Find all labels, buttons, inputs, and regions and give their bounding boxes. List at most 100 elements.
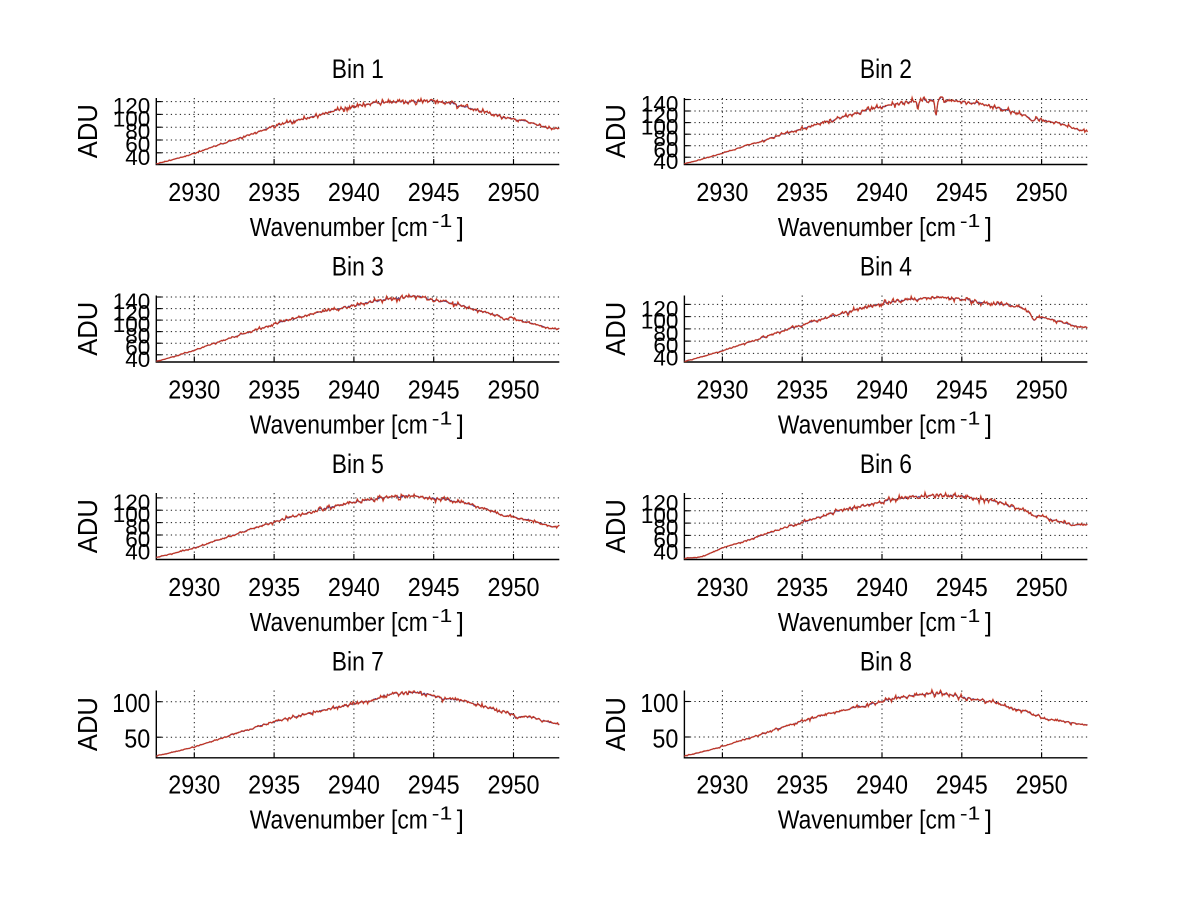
svg-text:Bin 5: Bin 5 <box>332 449 384 479</box>
svg-text:60: 60 <box>653 527 678 552</box>
svg-text:]: ] <box>457 807 464 835</box>
svg-text:140: 140 <box>113 289 151 314</box>
svg-text:80: 80 <box>125 324 150 349</box>
svg-text:60: 60 <box>125 335 150 360</box>
svg-text:ADU: ADU <box>600 104 631 158</box>
svg-text:60: 60 <box>653 333 678 358</box>
svg-text:2935: 2935 <box>248 770 300 800</box>
svg-text:2945: 2945 <box>408 770 460 800</box>
svg-text:2930: 2930 <box>696 375 748 405</box>
svg-text:Wavenumber [cm: Wavenumber [cm <box>250 214 428 242</box>
svg-text:2930: 2930 <box>168 770 220 800</box>
svg-text:120: 120 <box>641 491 679 516</box>
svg-text:-1: -1 <box>432 211 453 231</box>
svg-text:-1: -1 <box>432 409 453 429</box>
svg-text:100: 100 <box>641 503 679 528</box>
svg-text:120: 120 <box>113 94 151 119</box>
svg-text:2930: 2930 <box>696 770 748 800</box>
svg-text:2950: 2950 <box>1016 177 1068 207</box>
svg-text:-1: -1 <box>432 804 453 824</box>
svg-text:2950: 2950 <box>488 572 540 602</box>
svg-text:2950: 2950 <box>488 375 540 405</box>
svg-text:2940: 2940 <box>856 572 908 602</box>
svg-text:2935: 2935 <box>776 572 828 602</box>
svg-text:]: ] <box>457 412 464 440</box>
svg-text:2945: 2945 <box>936 177 988 207</box>
svg-text:100: 100 <box>112 690 150 718</box>
svg-text:2950: 2950 <box>1016 572 1068 602</box>
svg-text:2945: 2945 <box>408 572 460 602</box>
svg-text:Wavenumber [cm: Wavenumber [cm <box>250 412 428 440</box>
svg-text:2940: 2940 <box>856 770 908 800</box>
svg-text:2930: 2930 <box>696 572 748 602</box>
svg-text:]: ] <box>985 807 992 835</box>
svg-text:80: 80 <box>125 515 150 540</box>
svg-text:Bin 1: Bin 1 <box>332 54 384 84</box>
svg-text:100: 100 <box>640 690 678 718</box>
svg-text:Bin 2: Bin 2 <box>860 54 912 84</box>
svg-text:2930: 2930 <box>168 375 220 405</box>
svg-text:Wavenumber [cm: Wavenumber [cm <box>778 807 956 835</box>
svg-text:100: 100 <box>641 309 679 334</box>
svg-text:-1: -1 <box>960 409 981 429</box>
svg-text:2940: 2940 <box>856 375 908 405</box>
svg-text:-1: -1 <box>432 606 453 626</box>
svg-text:120: 120 <box>113 490 151 515</box>
svg-text:2945: 2945 <box>408 375 460 405</box>
svg-text:2950: 2950 <box>1016 375 1068 405</box>
svg-text:140: 140 <box>641 92 679 117</box>
svg-text:100: 100 <box>641 115 679 140</box>
svg-text:2930: 2930 <box>168 177 220 207</box>
svg-text:80: 80 <box>653 126 678 151</box>
svg-text:ADU: ADU <box>72 499 103 553</box>
svg-text:2935: 2935 <box>248 375 300 405</box>
svg-text:2940: 2940 <box>328 375 380 405</box>
svg-text:2940: 2940 <box>328 177 380 207</box>
svg-text:60: 60 <box>125 527 150 552</box>
svg-text:Bin 3: Bin 3 <box>332 252 384 282</box>
svg-text:2935: 2935 <box>776 375 828 405</box>
svg-text:2940: 2940 <box>328 770 380 800</box>
svg-text:Wavenumber [cm: Wavenumber [cm <box>250 807 428 835</box>
svg-text:120: 120 <box>641 296 679 321</box>
svg-text:Bin 8: Bin 8 <box>860 647 912 677</box>
svg-text:50: 50 <box>652 725 678 753</box>
svg-text:Wavenumber [cm: Wavenumber [cm <box>778 609 956 637</box>
svg-text:Bin 7: Bin 7 <box>332 647 384 677</box>
svg-text:ADU: ADU <box>600 499 631 553</box>
svg-text:50: 50 <box>124 726 150 754</box>
svg-text:80: 80 <box>125 119 150 144</box>
svg-text:2945: 2945 <box>936 572 988 602</box>
svg-text:80: 80 <box>653 321 678 346</box>
svg-text:-1: -1 <box>960 211 981 231</box>
svg-text:2945: 2945 <box>936 375 988 405</box>
svg-text:120: 120 <box>113 301 151 326</box>
svg-text:40: 40 <box>653 345 678 370</box>
svg-text:80: 80 <box>653 515 678 540</box>
svg-text:ADU: ADU <box>72 302 103 356</box>
svg-text:ADU: ADU <box>600 697 631 751</box>
svg-text:100: 100 <box>113 502 151 527</box>
svg-text:]: ] <box>985 609 992 637</box>
svg-text:2940: 2940 <box>328 572 380 602</box>
svg-text:2935: 2935 <box>248 177 300 207</box>
svg-text:-1: -1 <box>960 606 981 626</box>
svg-text:2950: 2950 <box>488 177 540 207</box>
svg-text:]: ] <box>457 214 464 242</box>
svg-text:2950: 2950 <box>488 770 540 800</box>
svg-text:2945: 2945 <box>936 770 988 800</box>
svg-text:40: 40 <box>125 347 150 372</box>
svg-text:40: 40 <box>125 145 150 170</box>
svg-text:Wavenumber [cm: Wavenumber [cm <box>778 214 956 242</box>
svg-text:]: ] <box>985 214 992 242</box>
svg-text:2935: 2935 <box>248 572 300 602</box>
svg-text:]: ] <box>457 609 464 637</box>
svg-text:-1: -1 <box>960 804 981 824</box>
svg-text:]: ] <box>985 412 992 440</box>
svg-text:2945: 2945 <box>408 177 460 207</box>
svg-text:Bin 4: Bin 4 <box>860 252 912 282</box>
svg-text:2950: 2950 <box>1016 770 1068 800</box>
svg-text:ADU: ADU <box>72 104 103 158</box>
svg-text:Bin 6: Bin 6 <box>860 449 912 479</box>
svg-text:100: 100 <box>113 312 151 337</box>
